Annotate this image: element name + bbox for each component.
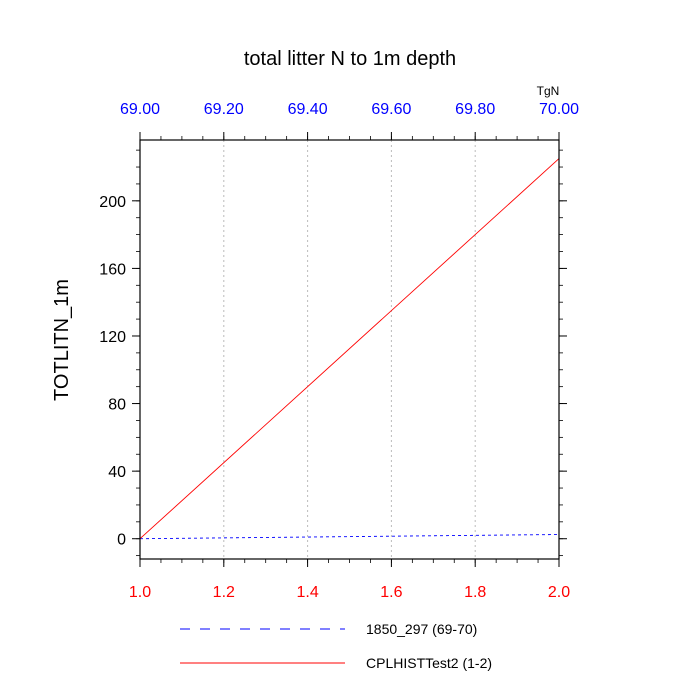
bottom-tick-label: 1.4 (296, 584, 318, 601)
plot-frame (139, 139, 560, 560)
legend-label: CPLHISTTest2 (1-2) (366, 655, 492, 671)
bottom-tick-label: 1.8 (464, 584, 486, 601)
top-tick-label: 69.20 (204, 101, 244, 118)
series-line (139, 158, 560, 540)
top-axis-unit-label: TgN (537, 84, 560, 98)
bottom-tick-label: 1.2 (213, 584, 235, 601)
top-tick-label: 69.80 (455, 101, 495, 118)
series-layer (139, 158, 560, 540)
y-tick-label: 80 (108, 397, 126, 414)
top-tick-label: 70.00 (539, 101, 579, 118)
y-tick-label: 200 (99, 194, 126, 211)
bottom-tick-label: 1.6 (380, 584, 402, 601)
grid-layer (223, 140, 476, 559)
y-tick-label: 40 (108, 464, 126, 481)
y-tick-label: 120 (99, 329, 126, 346)
bottom-tick-label: 1.0 (129, 584, 151, 601)
y-axis-label: TOTLITN_1m (51, 279, 73, 401)
top-tick-label: 69.00 (120, 101, 160, 118)
chart-title: total litter N to 1m depth (244, 48, 456, 70)
legend-label: 1850_297 (69-70) (366, 621, 477, 637)
top-tick-label: 69.60 (371, 101, 411, 118)
top-tick-label: 69.40 (288, 101, 328, 118)
y-tick-label: 160 (99, 261, 126, 278)
axis-layer: 1.0 1.2 1.4 1.6 1.8 2.0 69.00 69.20 69.40 69.60 69… (99, 101, 579, 601)
legend: 1850_297 (69-70) CPLHISTTest2 (1-2) (180, 621, 492, 671)
series-line (139, 534, 560, 540)
y-tick-label: 0 (117, 532, 126, 549)
bottom-tick-label: 2.0 (548, 584, 570, 601)
